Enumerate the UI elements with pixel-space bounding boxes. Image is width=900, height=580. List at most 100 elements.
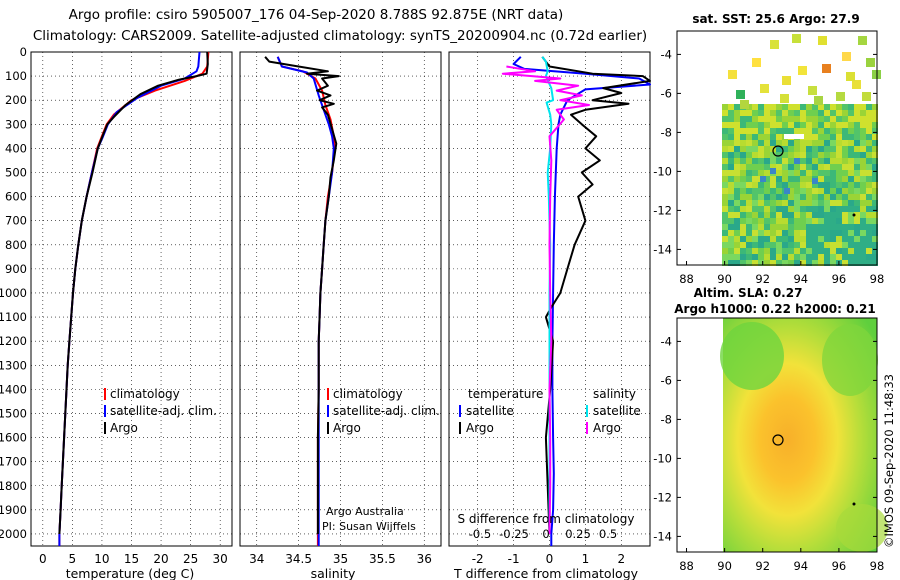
sst-cell — [806, 140, 812, 146]
sst-cell — [770, 248, 776, 254]
sst-cell — [770, 110, 776, 116]
sst-cell — [848, 188, 854, 194]
legend-swatch-climatology — [327, 388, 329, 400]
sst-cell — [818, 182, 824, 188]
sst-cell — [842, 152, 848, 158]
x-tick-label: 1 — [582, 552, 590, 566]
sst-cell — [764, 104, 770, 110]
sst-cell — [866, 260, 872, 266]
depth-tick-label: 900 — [5, 262, 27, 276]
credit-argo-australia: Argo Australia — [326, 505, 404, 518]
sst-cell — [812, 122, 818, 128]
series-line-argo — [58, 51, 209, 535]
sst-cell — [746, 152, 752, 158]
sst-cell — [794, 146, 800, 152]
map-y-tick-label: -6 — [661, 373, 672, 387]
sst-cell — [800, 254, 806, 260]
sst-cell — [824, 140, 830, 146]
sla-map-frame — [676, 317, 878, 553]
sst-cell — [758, 170, 764, 176]
sst-cell — [770, 200, 776, 206]
sst-cell — [842, 104, 848, 110]
sst-cell — [860, 158, 866, 164]
sst-cell — [734, 248, 740, 254]
sst-cell — [824, 224, 830, 230]
sst-cell — [764, 188, 770, 194]
sst-cell — [860, 206, 866, 212]
temperature-xlabel: temperature (deg C) — [66, 566, 195, 580]
sst-cell — [782, 146, 788, 152]
sst-cell — [836, 116, 842, 122]
s-tick-label: 0 — [542, 527, 549, 541]
sst-cell — [872, 260, 878, 266]
legend-argo: Argo — [333, 421, 361, 435]
sst-cell — [758, 254, 764, 260]
sst-cell — [734, 194, 740, 200]
sst-cell — [752, 254, 758, 260]
sst-cell — [806, 224, 812, 230]
sst-cell — [824, 164, 830, 170]
series-line-argo-temperature- — [541, 56, 651, 535]
sst-cell — [788, 158, 794, 164]
sst-cell — [854, 152, 860, 158]
sst-cell — [758, 158, 764, 164]
sst-cell — [746, 158, 752, 164]
sst-cell — [854, 182, 860, 188]
sst-cell — [842, 248, 848, 254]
sst-cell — [872, 218, 878, 224]
sst-cell — [728, 236, 734, 242]
sst-cell — [800, 230, 806, 236]
sst-cell — [800, 116, 806, 122]
sst-cell — [764, 242, 770, 248]
depth-tick-label: 1200 — [0, 334, 27, 348]
sst-cell — [806, 230, 812, 236]
sst-cell — [806, 164, 812, 170]
sst-cell — [806, 146, 812, 152]
sst-cell — [866, 218, 872, 224]
sst-cell — [746, 176, 752, 182]
sst-cell — [740, 164, 746, 170]
legend-argo: Argo — [110, 421, 138, 435]
sst-cell — [752, 182, 758, 188]
sst-cell — [746, 182, 752, 188]
sst-cell — [728, 230, 734, 236]
sst-cell — [770, 40, 779, 49]
sst-cell — [800, 212, 806, 218]
sst-cell — [776, 230, 782, 236]
sst-cell — [860, 254, 866, 260]
sst-cell — [854, 170, 860, 176]
sst-cell — [776, 200, 782, 206]
sst-map-title: sat. SST: 25.6 Argo: 27.9 — [692, 12, 859, 26]
difference-x-ticks: -2 -1 0 1 2 — [472, 552, 625, 566]
sst-cell — [776, 212, 782, 218]
sst-cell — [842, 176, 848, 182]
sst-cell — [764, 248, 770, 254]
depth-tick-label: 1400 — [0, 382, 27, 396]
sst-cell — [830, 206, 836, 212]
sst-cell — [734, 206, 740, 212]
sst-cell — [818, 110, 824, 116]
sst-cell — [866, 206, 872, 212]
sst-cell — [848, 194, 854, 200]
sst-cell — [776, 140, 782, 146]
sst-cell — [842, 200, 848, 206]
sst-cell — [776, 242, 782, 248]
sst-cell — [824, 176, 830, 182]
sst-cell — [728, 110, 734, 116]
sst-cell — [794, 170, 800, 176]
sst-cell — [798, 66, 807, 75]
x-tick-label: 15 — [124, 552, 139, 566]
sst-cell — [770, 128, 776, 134]
sst-cell — [788, 230, 794, 236]
sst-cell — [812, 248, 818, 254]
sst-cell — [746, 194, 752, 200]
s-difference-title: S difference from climatology — [458, 512, 635, 526]
sst-cell — [830, 218, 836, 224]
sst-cell — [836, 164, 842, 170]
map-x-tick-label: 98 — [870, 559, 885, 573]
sst-cell — [854, 164, 860, 170]
sst-cell — [758, 134, 764, 140]
sst-cell — [770, 230, 776, 236]
sst-cell — [758, 242, 764, 248]
sst-cell — [788, 182, 794, 188]
